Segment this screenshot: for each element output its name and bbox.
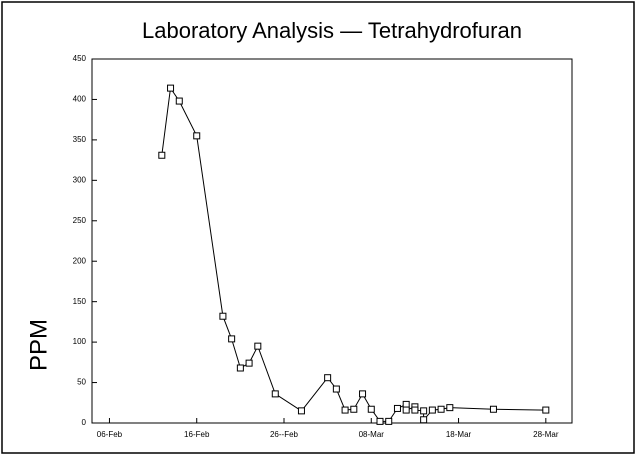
x-tick-label: 06-Feb xyxy=(97,430,123,439)
data-point xyxy=(393,404,401,412)
data-point xyxy=(420,407,428,415)
data-point xyxy=(350,405,358,413)
y-tick-label: 250 xyxy=(73,216,87,225)
y-tick-label: 300 xyxy=(73,175,87,184)
data-point xyxy=(324,374,332,382)
data-point xyxy=(367,405,375,413)
data-point xyxy=(245,359,253,367)
data-point xyxy=(341,406,349,414)
data-point xyxy=(411,406,419,414)
data-line xyxy=(161,86,546,422)
data-point xyxy=(175,97,183,105)
data-point xyxy=(228,335,236,343)
data-point xyxy=(489,405,497,413)
y-tick-label: 100 xyxy=(73,337,87,346)
data-point xyxy=(542,406,550,414)
y-tick-label: 450 xyxy=(73,54,87,63)
x-tick-label: 18-Mar xyxy=(446,430,472,439)
data-point xyxy=(332,385,340,393)
data-point xyxy=(385,417,393,425)
data-point xyxy=(158,151,166,159)
data-point xyxy=(167,84,175,92)
data-point xyxy=(297,407,305,415)
data-point xyxy=(193,132,201,140)
data-point xyxy=(359,390,367,398)
data-point xyxy=(376,417,384,425)
data-point xyxy=(420,416,428,424)
data-point xyxy=(271,390,279,398)
y-tick-label: 350 xyxy=(73,135,87,144)
chart-title: Laboratory Analysis — Tetrahydrofuran xyxy=(142,18,522,43)
y-tick-label: 200 xyxy=(73,256,87,265)
x-tick-label: 08-Mar xyxy=(359,430,385,439)
y-tick-label: 400 xyxy=(73,95,87,104)
data-point xyxy=(402,400,410,408)
plot-area xyxy=(91,58,573,424)
x-tick-label: 26--Feb xyxy=(270,430,299,439)
data-point xyxy=(219,312,227,320)
y-axis-label: PPM xyxy=(25,319,52,371)
data-point xyxy=(254,342,262,350)
data-point xyxy=(428,406,436,414)
x-tick-label: 16-Feb xyxy=(184,430,210,439)
data-point xyxy=(402,406,410,414)
x-tick-label: 28-Mar xyxy=(533,430,559,439)
data-point xyxy=(437,405,445,413)
y-tick-label: 150 xyxy=(73,297,87,306)
data-point xyxy=(446,404,454,412)
y-tick-label: 0 xyxy=(82,418,87,427)
y-tick-label: 50 xyxy=(77,378,86,387)
data-point xyxy=(236,364,244,372)
